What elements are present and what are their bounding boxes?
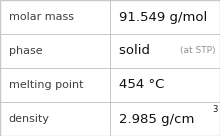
Text: molar mass: molar mass: [9, 12, 74, 22]
Text: (at STP): (at STP): [180, 47, 216, 55]
Text: 2.985 g/cm: 2.985 g/cm: [119, 112, 194, 126]
Text: density: density: [9, 114, 50, 124]
Text: 91.549 g/mol: 91.549 g/mol: [119, 10, 207, 24]
Text: solid: solid: [119, 44, 158, 58]
Text: 3: 3: [212, 105, 218, 114]
Text: melting point: melting point: [9, 80, 83, 90]
Text: phase: phase: [9, 46, 42, 56]
Text: 454 °C: 454 °C: [119, 78, 164, 92]
